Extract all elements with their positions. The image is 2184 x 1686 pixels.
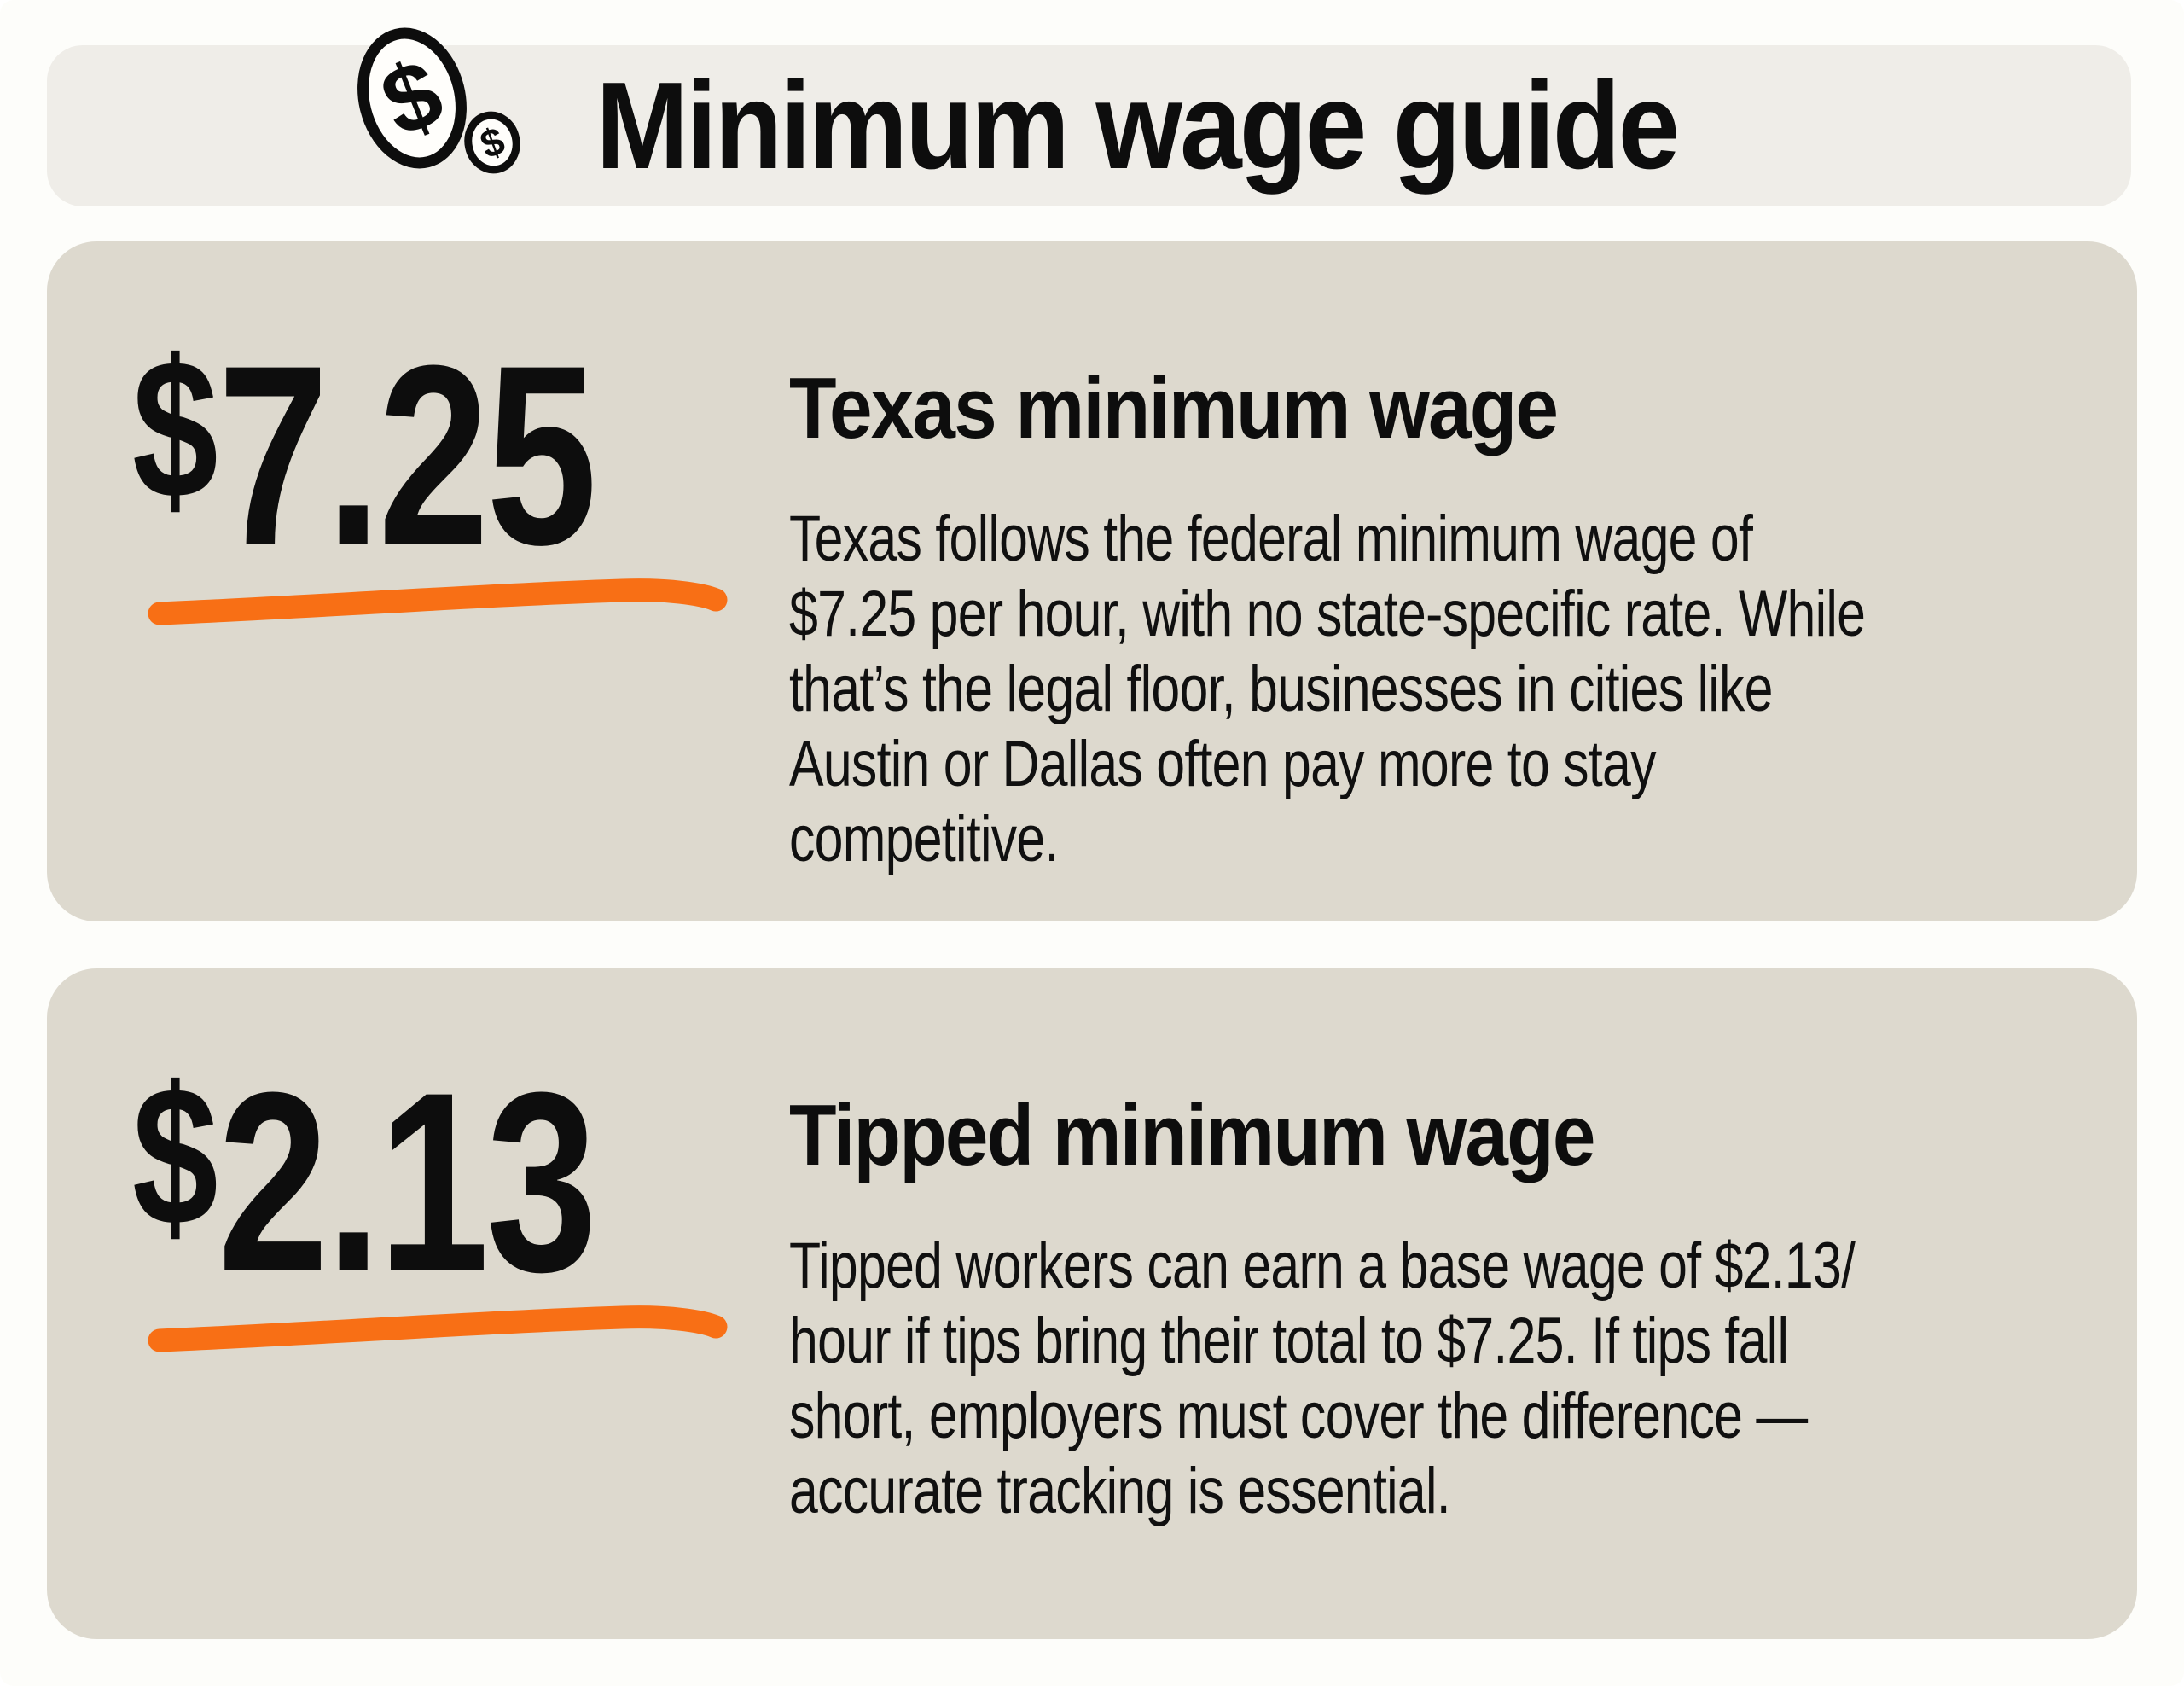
header-bar: $ $ Minimum wage guide (47, 27, 2131, 206)
text-column: Texas minimum wage Texas follows the fed… (729, 241, 2184, 921)
text-column: Tipped minimum wage Tipped workers can e… (729, 968, 2184, 1639)
card-tipped-minimum-wage: $2.13 Tipped minimum wage Tipped workers… (47, 968, 2137, 1639)
amount-value: $2.13 (132, 1054, 597, 1310)
page-title: Minimum wage guide (595, 56, 1681, 195)
amount-column: $7.25 (47, 241, 729, 921)
amount-number: 2.13 (218, 1038, 597, 1325)
large-coin-icon: $ (357, 27, 467, 169)
dollar-coins-icon: $ $ (357, 27, 520, 174)
card-body-text: Texas follows the federal minimum wage o… (789, 503, 1866, 875)
card-body-text: Tipped workers can earn a base wage of $… (789, 1230, 1856, 1527)
orange-underline (148, 1305, 728, 1352)
amount-number: 7.25 (218, 311, 597, 598)
card-heading: Tipped minimum wage (789, 1088, 1595, 1183)
amount-value: $7.25 (132, 327, 597, 583)
orange-underline (148, 578, 728, 625)
small-coin-icon: $ (464, 111, 520, 174)
card-texas-minimum-wage: $7.25 Texas minimum wage Texas follows t… (47, 241, 2137, 921)
card-heading: Texas minimum wage (789, 361, 1559, 456)
currency-symbol: $ (132, 319, 218, 540)
currency-symbol: $ (132, 1046, 218, 1267)
amount-column: $2.13 (47, 968, 729, 1639)
